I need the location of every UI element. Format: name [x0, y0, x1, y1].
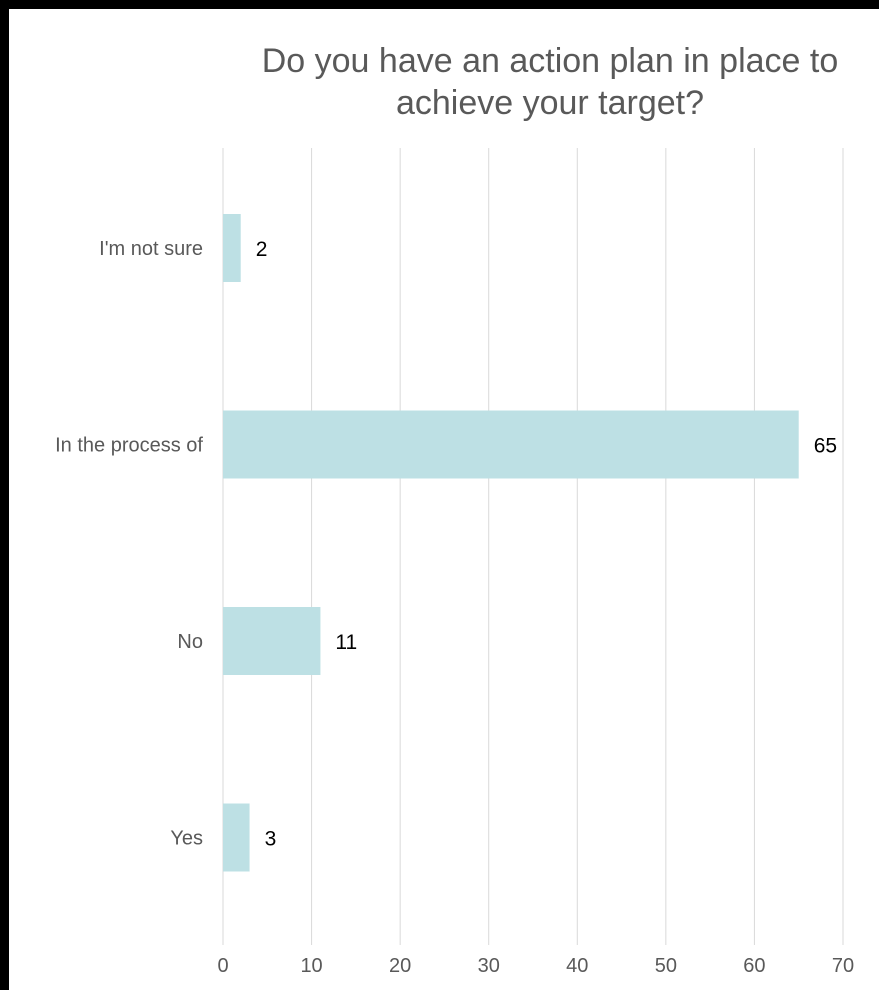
category-labels: I'm not sure In the process of No Yes	[55, 238, 203, 850]
data-labels: 2 65 11 3	[256, 238, 837, 851]
x-tick-label: 10	[300, 955, 322, 977]
chart-title-line-2: achieve your target?	[395, 84, 705, 122]
category-label: No	[177, 631, 203, 653]
chart-title-line-1: Do you have an action plan in place to	[261, 42, 839, 80]
bar	[223, 410, 799, 479]
x-tick-label: 60	[743, 955, 765, 977]
x-tick-label: 50	[655, 955, 677, 977]
gridlines	[222, 148, 844, 945]
chart-title: Do you have an action plan in place to a…	[200, 40, 879, 124]
bars	[223, 214, 799, 872]
category-label: In the process of	[55, 435, 203, 457]
data-label: 3	[265, 828, 277, 851]
x-tick-label: 70	[832, 955, 854, 977]
bar	[223, 803, 250, 872]
x-tick-labels: 0 10 20 30 40 50 60 70	[217, 955, 854, 977]
x-tick-label: 30	[478, 955, 500, 977]
data-label: 65	[814, 435, 837, 458]
category-label: I'm not sure	[99, 238, 203, 260]
x-tick-label: 0	[217, 955, 228, 977]
category-label: Yes	[170, 828, 203, 850]
x-tick-label: 40	[566, 955, 588, 977]
bar	[223, 607, 321, 675]
x-tick-label: 20	[389, 955, 411, 977]
data-label: 11	[335, 631, 357, 654]
bar	[223, 214, 241, 282]
data-label: 2	[256, 238, 268, 261]
